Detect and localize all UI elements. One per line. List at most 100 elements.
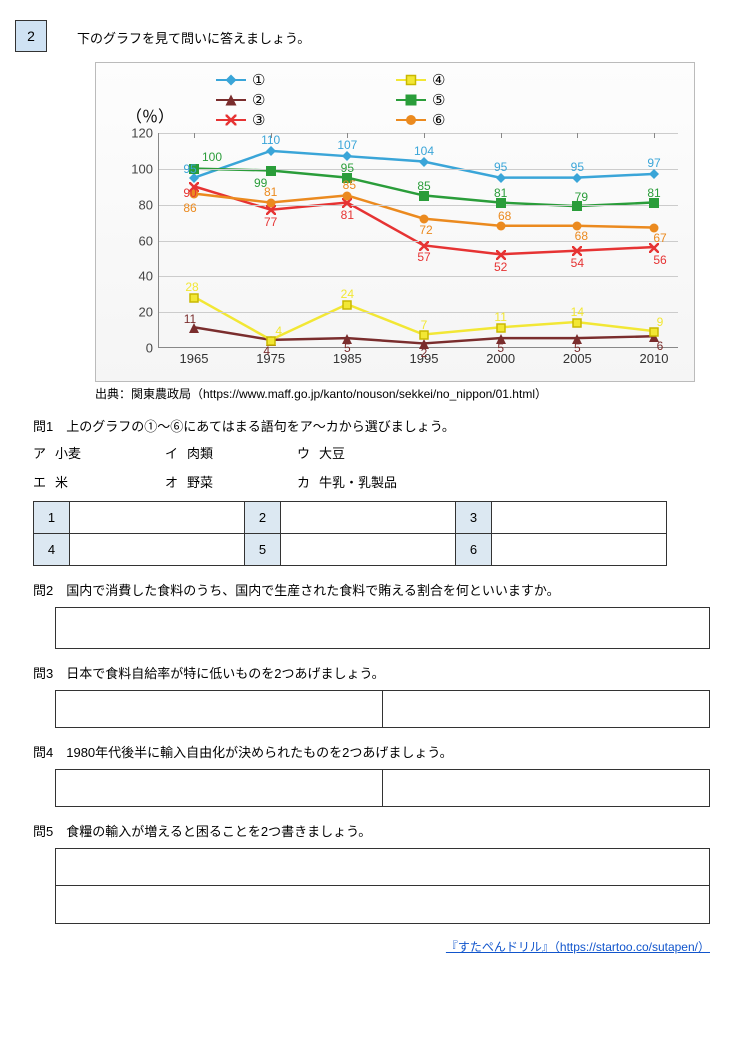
y-axis-label: （％）: [126, 103, 174, 127]
series-marker: [266, 146, 276, 156]
data-label: 95: [571, 160, 584, 174]
legend-label: ⑥: [432, 111, 445, 129]
chart-source: 出典：関東農政局（https://www.maff.go.jp/kanto/no…: [95, 385, 730, 402]
series-marker: [266, 166, 276, 176]
data-label: 90: [183, 186, 196, 200]
series-marker: [496, 323, 506, 333]
choice-key: ウ: [297, 443, 319, 462]
data-label: 7: [421, 318, 428, 332]
data-label: 6: [657, 339, 664, 353]
x-tick-mark: [577, 133, 578, 138]
legend-label: ①: [252, 71, 265, 89]
q1-cell-6-val[interactable]: [492, 534, 667, 566]
q3-answer-row: [55, 690, 710, 728]
legend-line: [216, 79, 246, 81]
x-tick-mark: [347, 133, 348, 138]
data-label: 97: [647, 156, 660, 170]
y-tick-label: 120: [131, 126, 159, 141]
gridline: [159, 276, 678, 277]
choice-key: ア: [33, 443, 55, 462]
q2-answer-box[interactable]: [55, 607, 710, 649]
data-label: 24: [341, 287, 354, 301]
series-marker: [572, 318, 582, 328]
footer-link: 『すたぺんドリル』（https://startoo.co/sutapen/）: [15, 938, 710, 955]
q1-answer-table: 1 2 3 4 5 6: [33, 501, 667, 566]
q5-answer-2[interactable]: [55, 886, 710, 924]
legend-marker-icon: [226, 115, 237, 126]
choice-label: 大豆: [319, 443, 429, 462]
legend-line: [396, 79, 426, 81]
q4-text: 問4 1980年代後半に輸入自由化が決められたものを2つあげましょう。: [33, 742, 730, 761]
x-tick-mark: [424, 133, 425, 138]
choice-label: 小麦: [55, 443, 165, 462]
legend-label: ②: [252, 91, 265, 109]
data-label: 5: [497, 341, 504, 355]
q3-text: 問3 日本で食料自給率が特に低いものを2つあげましょう。: [33, 663, 730, 682]
y-tick-label: 60: [139, 233, 159, 248]
data-label: 4: [275, 324, 282, 338]
q5-answer-1[interactable]: [55, 848, 710, 886]
choice-label: 牛乳・乳製品: [319, 472, 429, 491]
choice-key: エ: [33, 472, 55, 491]
gridline: [159, 312, 678, 313]
q5-text: 問5 食糧の輸入が増えると困ることを2つ書きましょう。: [33, 821, 730, 840]
q1-cell-5-num: 5: [245, 534, 281, 566]
q3-answer-2[interactable]: [383, 690, 710, 728]
q1-cell-1-val[interactable]: [70, 502, 245, 534]
data-label: 86: [183, 201, 196, 215]
x-tick-label: 1965: [180, 347, 209, 366]
x-tick-mark: [501, 133, 502, 138]
data-label: 95: [341, 161, 354, 175]
data-label: 28: [185, 280, 198, 294]
data-label: 77: [264, 215, 277, 229]
data-label: 57: [417, 250, 430, 264]
q1-cell-2-num: 2: [245, 502, 281, 534]
series-marker: [266, 198, 276, 208]
data-label: 9: [657, 315, 664, 329]
q5-answer-stack: [55, 848, 710, 924]
q2-text: 問2 国内で消費した食料のうち、国内で生産された食料で賄える割合を何といいますか…: [33, 580, 730, 599]
q4-answer-1[interactable]: [55, 769, 383, 807]
legend-label: ⑤: [432, 91, 445, 109]
q1-cell-2-val[interactable]: [281, 502, 456, 534]
gridline: [159, 133, 678, 134]
y-tick-label: 80: [139, 197, 159, 212]
data-label: 81: [341, 208, 354, 222]
choice-label: 野菜: [187, 472, 297, 491]
legend-item: ③: [216, 111, 386, 129]
data-label: 5: [344, 341, 351, 355]
gridline: [159, 169, 678, 170]
legend-label: ④: [432, 71, 445, 89]
header-row: 2 下のグラフを見て問いに答えましょう。: [15, 20, 730, 52]
q1-cell-4-val[interactable]: [70, 534, 245, 566]
y-tick-label: 40: [139, 269, 159, 284]
legend-line: [216, 119, 246, 121]
data-label: 5: [574, 341, 581, 355]
q3-answer-1[interactable]: [55, 690, 383, 728]
q1-cell-5-val[interactable]: [281, 534, 456, 566]
footer-anchor[interactable]: 『すたぺんドリル』（https://startoo.co/sutapen/）: [446, 940, 710, 954]
plot-area: 0204060801001201965197519851995200020052…: [158, 133, 678, 348]
legend-item: ④: [396, 71, 566, 89]
gridline: [159, 205, 678, 206]
q1-cell-3-num: 3: [456, 502, 492, 534]
q1-choices: ア小麦イ肉類ウ大豆エ米オ野菜カ牛乳・乳製品: [33, 443, 730, 491]
q4-answer-2[interactable]: [383, 769, 710, 807]
series-marker: [572, 246, 582, 256]
data-label: 72: [419, 223, 432, 237]
choice-label: 米: [55, 472, 165, 491]
data-label: 107: [337, 138, 357, 152]
legend-marker-icon: [406, 95, 417, 106]
q1-cell-3-val[interactable]: [492, 502, 667, 534]
data-label: 2: [421, 346, 428, 360]
data-label: 95: [494, 160, 507, 174]
series-marker: [342, 300, 352, 310]
data-label: 95: [183, 162, 196, 176]
data-label: 104: [414, 144, 434, 158]
choice-label: 肉類: [187, 443, 297, 462]
x-tick-label: 1975: [256, 347, 285, 366]
q1-cell-4-num: 4: [34, 534, 70, 566]
series-marker: [419, 157, 429, 167]
x-tick-label: 2010: [640, 347, 669, 366]
data-label: 79: [575, 190, 588, 204]
